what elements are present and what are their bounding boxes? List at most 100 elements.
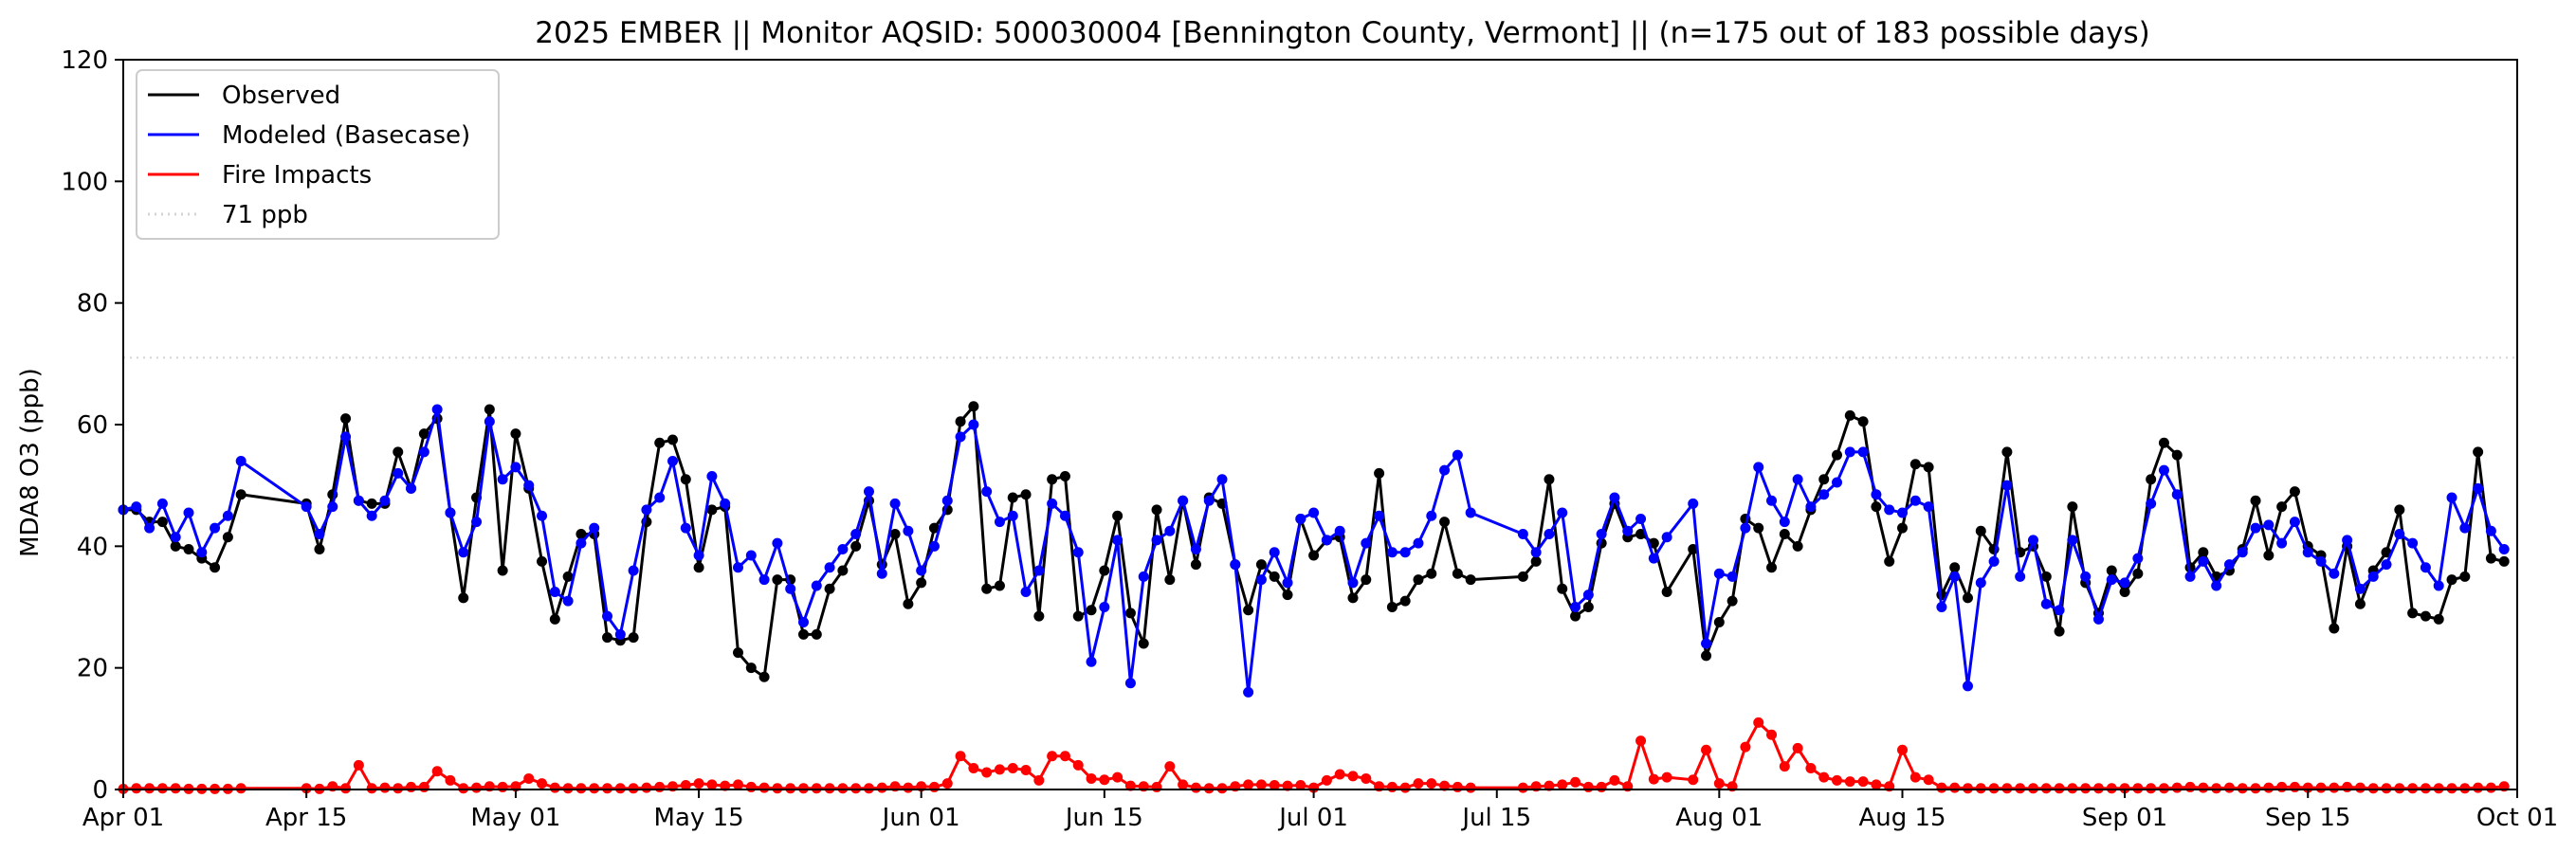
data-point-modeled-basecase — [144, 522, 155, 534]
data-point-observed — [1844, 409, 1855, 421]
data-point-observed — [575, 529, 587, 539]
legend-label-modeled-basecase: Modeled (Basecase) — [222, 121, 470, 150]
data-point-observed — [1713, 617, 1725, 628]
data-point-modeled-basecase — [2433, 580, 2444, 591]
data-point-fire-impacts — [641, 782, 652, 793]
data-point-modeled-basecase — [1766, 495, 1778, 506]
y-axis-ticks: 0 20 40 60 80 100 120 — [61, 46, 123, 805]
data-point-modeled-basecase — [2015, 571, 2026, 582]
data-point-modeled-basecase — [2106, 574, 2117, 586]
data-point-modeled-basecase — [484, 416, 495, 427]
data-point-fire-impacts — [824, 783, 835, 794]
data-point-fire-impacts — [981, 767, 993, 778]
x-tick-label: May 15 — [654, 804, 744, 832]
data-point-modeled-basecase — [537, 510, 548, 521]
data-point-observed — [1949, 562, 1961, 573]
data-point-fire-impacts — [1190, 782, 1201, 793]
data-point-fire-impacts — [628, 783, 639, 794]
x-tick-label: Jul 01 — [1277, 804, 1348, 832]
data-point-observed — [549, 613, 560, 625]
data-point-fire-impacts — [1386, 781, 1398, 792]
data-point-modeled-basecase — [1701, 638, 1712, 649]
data-point-modeled-basecase — [2237, 547, 2248, 558]
data-point-modeled-basecase — [2420, 562, 2431, 573]
data-point-modeled-basecase — [1112, 535, 1124, 546]
data-point-modeled-basecase — [1582, 590, 1594, 601]
data-point-observed — [1582, 602, 1594, 612]
data-point-modeled-basecase — [785, 583, 796, 594]
data-point-fire-impacts — [1832, 774, 1843, 786]
data-point-modeled-basecase — [928, 540, 940, 552]
data-point-observed — [903, 598, 914, 609]
data-point-observed — [1465, 574, 1476, 586]
y-tick-label: 20 — [77, 655, 108, 683]
data-point-observed — [1124, 608, 1136, 619]
data-point-observed — [2289, 486, 2300, 498]
data-point-observed — [1361, 574, 1372, 586]
data-point-observed — [889, 529, 901, 539]
data-point-observed — [628, 632, 639, 644]
y-tick-label: 80 — [77, 290, 108, 318]
data-point-observed — [1164, 574, 1176, 586]
data-point-modeled-basecase — [2198, 555, 2209, 567]
series-observed — [118, 401, 2510, 682]
data-point-modeled-basecase — [471, 517, 483, 528]
data-point-modeled-basecase — [1269, 547, 1280, 558]
data-point-modeled-basecase — [2302, 547, 2313, 558]
data-point-observed — [1857, 416, 1869, 427]
data-point-modeled-basecase — [131, 501, 142, 513]
data-point-modeled-basecase — [1020, 586, 1032, 597]
data-point-modeled-basecase — [170, 532, 181, 543]
data-point-fire-impacts — [2263, 782, 2275, 793]
data-point-modeled-basecase — [1726, 571, 1738, 582]
data-point-observed — [510, 428, 521, 440]
data-point-modeled-basecase — [2381, 559, 2392, 571]
legend-label-fire-impacts: Fire Impacts — [222, 161, 372, 190]
data-point-modeled-basecase — [549, 586, 560, 597]
data-point-fire-impacts — [1766, 729, 1778, 740]
data-point-fire-impacts — [654, 781, 666, 792]
data-point-fire-impacts — [2367, 783, 2379, 794]
data-point-modeled-basecase — [797, 617, 809, 628]
data-point-fire-impacts — [1792, 742, 1803, 753]
data-point-observed — [2433, 613, 2444, 625]
data-point-fire-impacts — [1243, 779, 1254, 790]
data-point-fire-impacts — [1557, 779, 1568, 790]
series-fire-impacts — [118, 717, 2510, 794]
series-modeled-basecase — [118, 404, 2510, 698]
data-point-fire-impacts — [2473, 782, 2484, 793]
data-point-fire-impacts — [1361, 772, 1372, 784]
data-point-modeled-basecase — [2132, 553, 2144, 564]
data-point-fire-impacts — [1988, 783, 2000, 794]
data-point-fire-impacts — [994, 764, 1005, 775]
data-point-modeled-basecase — [379, 495, 391, 506]
data-point-modeled-basecase — [510, 462, 521, 473]
data-point-modeled-basecase — [2473, 482, 2484, 494]
data-point-fire-impacts — [393, 783, 404, 794]
data-point-fire-impacts — [903, 782, 914, 793]
data-point-modeled-basecase — [1923, 501, 1934, 513]
data-point-modeled-basecase — [2367, 571, 2379, 582]
data-point-fire-impacts — [1086, 772, 1097, 784]
data-point-observed — [537, 555, 548, 567]
data-point-fire-impacts — [2315, 782, 2327, 793]
data-point-modeled-basecase — [1308, 507, 1320, 518]
data-point-observed — [1347, 592, 1359, 604]
legend: Observed Modeled (Basecase) Fire Impacts 71… — [136, 69, 500, 240]
data-point-fire-impacts — [497, 781, 508, 792]
data-point-fire-impacts — [562, 783, 574, 794]
data-point-fire-impacts — [156, 783, 168, 794]
data-point-observed — [955, 416, 966, 427]
legend-label-71-ppb: 71 ppb — [222, 201, 308, 229]
data-point-modeled-basecase — [811, 580, 822, 591]
data-point-modeled-basecase — [418, 446, 429, 458]
data-point-observed — [837, 565, 849, 576]
data-point-modeled-basecase — [1622, 525, 1634, 536]
data-point-fire-impacts — [1124, 780, 1136, 791]
x-tick-label: Jul 15 — [1460, 804, 1531, 832]
data-point-modeled-basecase — [1361, 537, 1372, 549]
data-point-fire-impacts — [1897, 744, 1908, 755]
data-point-modeled-basecase — [1570, 602, 1581, 612]
data-point-observed — [1792, 540, 1803, 552]
data-point-fire-impacts — [720, 780, 731, 791]
